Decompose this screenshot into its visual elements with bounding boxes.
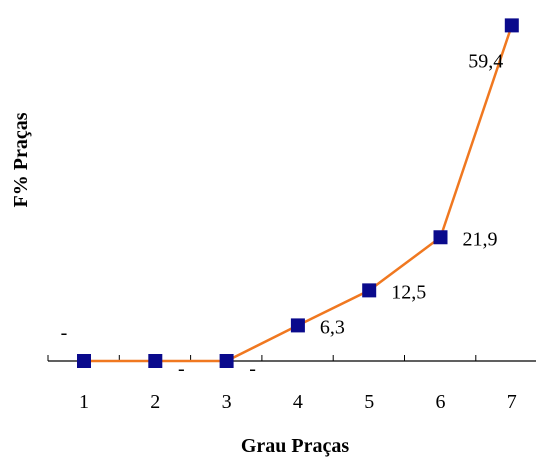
data-point-marker (504, 18, 519, 33)
data-label: 21,9 (463, 228, 498, 250)
y-axis-title: F% Praças (10, 112, 32, 207)
series-line-layer (84, 24, 513, 363)
data-point-marker (77, 354, 91, 368)
data-point-marker (362, 283, 377, 298)
data-label: 59,4 (468, 50, 503, 72)
data-label: 12,5 (391, 281, 426, 303)
x-tick-label: 6 (436, 391, 446, 413)
data-label: 6,3 (320, 316, 345, 338)
x-tick-label: 4 (293, 391, 303, 413)
x-tick-label: 5 (364, 391, 374, 413)
x-tick-labels: 1 2 3 4 5 6 7 (79, 391, 517, 413)
x-tick-label: 1 (79, 391, 89, 413)
x-axis-title: Grau Praças (241, 435, 350, 457)
data-label: - (61, 322, 68, 344)
data-point-marker (290, 318, 305, 333)
data-label-layer: - - - 6,3 12,5 21,9 59,4 (61, 50, 504, 380)
data-point-marker (433, 230, 448, 245)
data-point-marker (219, 354, 234, 368)
data-label: - (249, 358, 256, 380)
series-line (84, 24, 513, 363)
data-label: - (178, 358, 185, 380)
data-point-marker (148, 354, 163, 368)
x-tick-label: 7 (507, 391, 517, 413)
x-tick-label: 2 (150, 391, 160, 413)
marker-layer (77, 18, 519, 368)
x-tick-label: 3 (222, 391, 232, 413)
